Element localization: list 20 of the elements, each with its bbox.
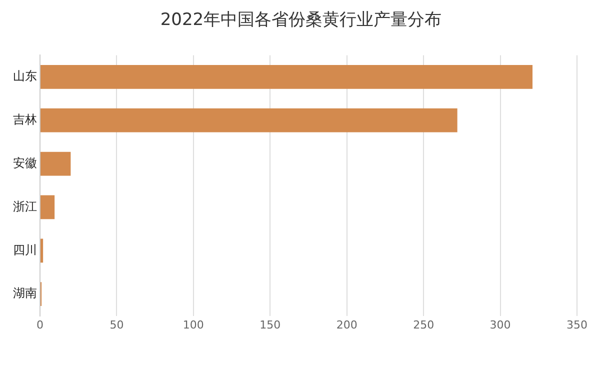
y-tick-label: 四川 <box>13 242 37 257</box>
x-tick-label: 150 <box>260 318 281 332</box>
y-tick-label: 湖南 <box>13 286 37 300</box>
x-tick-label: 50 <box>110 318 124 332</box>
bar <box>40 238 44 263</box>
y-tick-label: 浙江 <box>13 199 37 214</box>
bar <box>40 64 533 89</box>
x-tick-label: 0 <box>36 318 44 332</box>
x-tick-label: 350 <box>566 318 588 332</box>
y-tick-label: 安徽 <box>13 156 37 170</box>
x-tick-label: 100 <box>182 318 204 332</box>
x-tick-label: 250 <box>413 318 434 332</box>
chart-title: 2022年中国各省份桑黄行业产量分布 <box>159 9 443 31</box>
bar <box>40 108 458 132</box>
bar <box>40 195 55 220</box>
x-tick-label: 300 <box>490 318 511 332</box>
y-tick-label: 吉林 <box>13 112 37 126</box>
bar <box>40 152 71 176</box>
x-tick-label: 200 <box>336 318 358 332</box>
y-tick-label: 山东 <box>13 69 37 84</box>
